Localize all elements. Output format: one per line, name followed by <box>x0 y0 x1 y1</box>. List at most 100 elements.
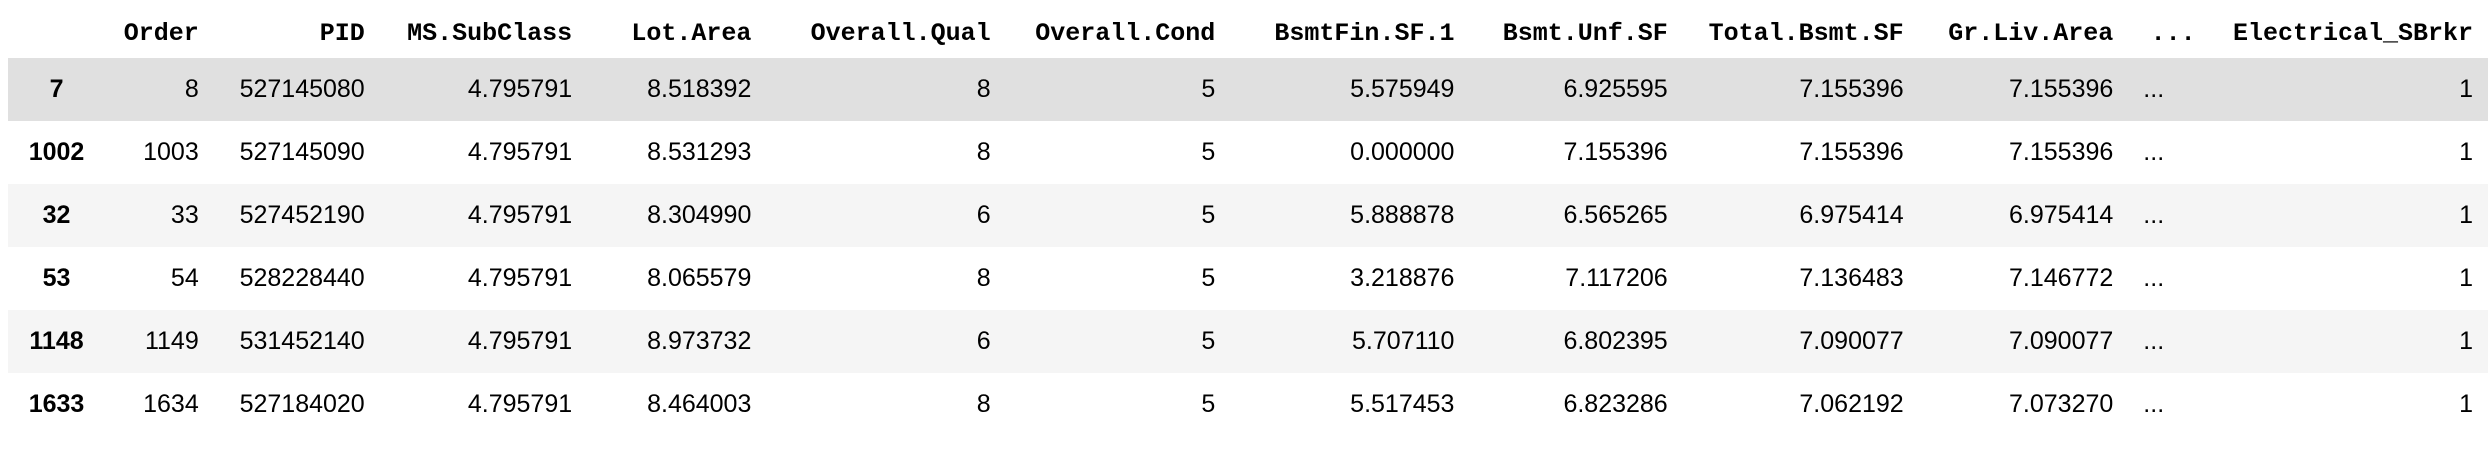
table-row: 1148 1149 531452140 4.795791 8.973732 6 … <box>8 310 2488 373</box>
table-row: 32 33 527452190 4.795791 8.304990 6 5 5.… <box>8 184 2488 247</box>
cell-ellipsis: ... <box>2143 75 2165 103</box>
cell-gr-liv-area: 7.155396 <box>2009 75 2114 103</box>
cell-ms-subclass: 4.795791 <box>467 138 573 166</box>
cell-pid: 527452190 <box>239 201 365 229</box>
cell-overall-qual: 6 <box>976 327 991 355</box>
cell-overall-cond: 5 <box>1201 138 1216 166</box>
cell-overall-cond: 5 <box>1201 201 1216 229</box>
cell-order: 8 <box>184 75 199 103</box>
row-index: 1002 <box>28 138 85 166</box>
cell-bsmt-unf-sf: 6.925595 <box>1563 75 1668 103</box>
cell-ms-subclass: 4.795791 <box>467 201 573 229</box>
cell-lot-area: 8.304990 <box>647 201 752 229</box>
cell-electrical-sbrkr: 1 <box>2459 75 2473 103</box>
cell-ellipsis: ... <box>2143 327 2165 355</box>
cell-overall-qual: 8 <box>976 75 991 103</box>
cell-order: 54 <box>170 264 199 292</box>
cell-bsmt-unf-sf: 6.823286 <box>1563 390 1668 418</box>
table-row: 1002 1003 527145090 4.795791 8.531293 8 … <box>8 121 2488 184</box>
cell-pid: 527145080 <box>239 75 365 103</box>
cell-overall-qual: 6 <box>976 201 991 229</box>
header-ellipsis: ... <box>2150 18 2196 48</box>
cell-gr-liv-area: 7.155396 <box>2009 138 2114 166</box>
cell-lot-area: 8.464003 <box>647 390 752 418</box>
cell-overall-cond: 5 <box>1201 264 1216 292</box>
cell-gr-liv-area: 7.090077 <box>2009 327 2114 355</box>
cell-total-bsmt-sf: 7.090077 <box>1799 327 1904 355</box>
header-electrical-sbrkr: Electrical_SBrkr <box>2232 18 2473 48</box>
cell-overall-cond: 5 <box>1201 75 1216 103</box>
cell-overall-cond: 5 <box>1201 390 1216 418</box>
cell-ms-subclass: 4.795791 <box>467 75 573 103</box>
cell-overall-cond: 5 <box>1201 327 1216 355</box>
header-index <box>8 8 105 58</box>
cell-lot-area: 8.518392 <box>647 75 752 103</box>
cell-lot-area: 8.531293 <box>647 138 752 166</box>
cell-bsmtfin-sf1: 5.517453 <box>1350 390 1455 418</box>
cell-bsmtfin-sf1: 5.707110 <box>1352 327 1455 355</box>
row-index: 53 <box>42 264 71 292</box>
cell-pid: 527184020 <box>239 390 365 418</box>
header-overall-cond: Overall.Cond <box>1035 18 1216 48</box>
header-gr-liv-area: Gr.Liv.Area <box>1948 18 2114 48</box>
header-order: Order <box>123 18 199 48</box>
cell-electrical-sbrkr: 1 <box>2459 390 2473 418</box>
cell-pid: 527145090 <box>239 138 365 166</box>
cell-ms-subclass: 4.795791 <box>467 390 573 418</box>
cell-ellipsis: ... <box>2143 264 2165 292</box>
cell-ms-subclass: 4.795791 <box>467 264 573 292</box>
cell-bsmt-unf-sf: 7.117206 <box>1565 264 1668 292</box>
cell-bsmtfin-sf1: 3.218876 <box>1350 264 1455 292</box>
header-total-bsmt-sf: Total.Bsmt.SF <box>1708 18 1904 48</box>
cell-pid: 531452140 <box>239 327 365 355</box>
row-index: 32 <box>42 201 71 229</box>
cell-ellipsis: ... <box>2143 201 2165 229</box>
cell-order: 1003 <box>143 138 199 166</box>
cell-gr-liv-area: 6.975414 <box>2009 201 2114 229</box>
cell-electrical-sbrkr: 1 <box>2459 201 2473 229</box>
cell-bsmt-unf-sf: 7.155396 <box>1563 138 1668 166</box>
header-pid: PID <box>319 18 365 48</box>
cell-total-bsmt-sf: 7.062192 <box>1799 390 1904 418</box>
header-bsmtfin-sf1: BsmtFin.SF.1 <box>1274 18 1455 48</box>
row-index: 1148 <box>29 327 84 355</box>
cell-lot-area: 8.065579 <box>647 264 752 292</box>
cell-ellipsis: ... <box>2143 390 2165 418</box>
dataframe-output: Order PID MS.SubClass Lot.Area Overall.Q… <box>8 8 2488 436</box>
cell-gr-liv-area: 7.146772 <box>2009 264 2114 292</box>
table-row: 7 8 527145080 4.795791 8.518392 8 5 5.57… <box>8 58 2488 121</box>
cell-gr-liv-area: 7.073270 <box>2009 390 2114 418</box>
cell-electrical-sbrkr: 1 <box>2459 138 2473 166</box>
cell-bsmtfin-sf1: 0.000000 <box>1350 138 1455 166</box>
dataframe-table: Order PID MS.SubClass Lot.Area Overall.Q… <box>8 8 2488 436</box>
cell-order: 33 <box>170 201 199 229</box>
header-overall-qual: Overall.Qual <box>810 18 991 48</box>
header-bsmt-unf-sf: Bsmt.Unf.SF <box>1502 18 1668 48</box>
cell-bsmt-unf-sf: 6.565265 <box>1563 201 1668 229</box>
cell-bsmt-unf-sf: 6.802395 <box>1563 327 1668 355</box>
row-index: 7 <box>49 75 64 103</box>
cell-electrical-sbrkr: 1 <box>2459 264 2473 292</box>
cell-lot-area: 8.973732 <box>647 327 752 355</box>
header-row: Order PID MS.SubClass Lot.Area Overall.Q… <box>8 8 2488 58</box>
cell-ms-subclass: 4.795791 <box>467 327 573 355</box>
row-index: 1633 <box>28 390 85 418</box>
cell-total-bsmt-sf: 7.155396 <box>1799 138 1904 166</box>
cell-order: 1149 <box>144 327 199 355</box>
table-row: 1633 1634 527184020 4.795791 8.464003 8 … <box>8 373 2488 436</box>
table-row: 53 54 528228440 4.795791 8.065579 8 5 3.… <box>8 247 2488 310</box>
header-lot-area: Lot.Area <box>631 18 752 48</box>
cell-pid: 528228440 <box>239 264 365 292</box>
cell-total-bsmt-sf: 7.136483 <box>1799 264 1904 292</box>
cell-bsmtfin-sf1: 5.888878 <box>1350 201 1455 229</box>
cell-ellipsis: ... <box>2143 138 2165 166</box>
header-ms-subclass: MS.SubClass <box>407 18 573 48</box>
cell-overall-qual: 8 <box>976 138 991 166</box>
cell-total-bsmt-sf: 7.155396 <box>1799 75 1904 103</box>
cell-overall-qual: 8 <box>976 264 991 292</box>
cell-electrical-sbrkr: 1 <box>2459 327 2473 355</box>
cell-overall-qual: 8 <box>976 390 991 418</box>
cell-total-bsmt-sf: 6.975414 <box>1799 201 1904 229</box>
cell-bsmtfin-sf1: 5.575949 <box>1350 75 1455 103</box>
cell-order: 1634 <box>143 390 199 418</box>
